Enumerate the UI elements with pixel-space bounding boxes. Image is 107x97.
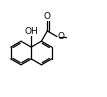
Text: O: O [57, 32, 64, 41]
Text: OH: OH [24, 27, 38, 36]
Text: O: O [44, 12, 51, 21]
